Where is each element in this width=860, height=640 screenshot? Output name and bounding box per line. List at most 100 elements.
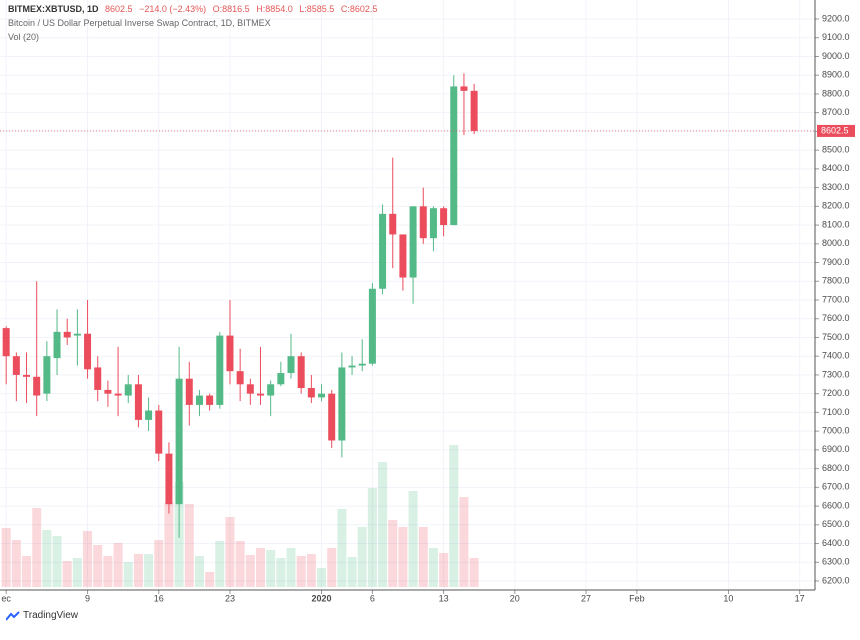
- candle-body: [84, 333, 92, 370]
- y-tick-label: 6400.0: [822, 538, 850, 548]
- change: −214.0 (−2.43%): [139, 4, 207, 14]
- ohlc-close: C:8602.5: [340, 4, 378, 14]
- volume-bar: [154, 540, 164, 587]
- candle-body: [287, 356, 295, 374]
- volume-bar: [337, 509, 347, 587]
- candle-body: [63, 331, 71, 338]
- volume-bar: [83, 531, 93, 587]
- volume-bar: [123, 562, 133, 587]
- volume-bar: [266, 550, 276, 587]
- x-tick-label: ec: [1, 593, 11, 603]
- y-tick-label: 7100.0: [822, 407, 850, 417]
- brand[interactable]: TradingView: [6, 610, 78, 621]
- volume-bar: [286, 548, 296, 587]
- volume-bar: [103, 556, 113, 587]
- y-tick-label: 8200.0: [822, 201, 850, 211]
- y-tick-label: 8300.0: [822, 182, 850, 192]
- candle-body: [165, 453, 173, 505]
- candle-body: [409, 206, 417, 278]
- y-tick-label: 6900.0: [822, 444, 850, 454]
- y-tick-label: 7500.0: [822, 332, 850, 342]
- last-price: 8602.5: [105, 4, 133, 14]
- y-tick-label: 6800.0: [822, 463, 850, 473]
- y-tick-label: 7000.0: [822, 426, 850, 436]
- candle-body: [33, 376, 41, 396]
- volume-bar: [72, 558, 82, 587]
- candle-body: [338, 367, 346, 441]
- volume-label: Vol (20): [8, 32, 40, 42]
- candle-body: [267, 384, 275, 396]
- candle-body: [419, 206, 427, 239]
- volume-bar: [62, 561, 72, 587]
- x-tick-label: 16: [154, 593, 164, 603]
- candle-body: [195, 395, 203, 405]
- y-tick-label: 8800.0: [822, 88, 850, 98]
- x-tick-label: 20: [510, 593, 520, 603]
- y-tick-label: 8900.0: [822, 70, 850, 80]
- y-tick-label: 7900.0: [822, 257, 850, 267]
- candle-body: [226, 335, 234, 372]
- volume-bar: [194, 556, 204, 587]
- candle-body: [114, 393, 122, 396]
- volume-bar: [164, 503, 174, 587]
- y-tick-label: 6600.0: [822, 500, 850, 510]
- x-tick-label: 6: [370, 593, 375, 603]
- volume-bar: [144, 554, 154, 587]
- volume-bar: [317, 568, 327, 587]
- volume-bar: [418, 527, 428, 587]
- volume-bar: [378, 462, 388, 587]
- candle-body: [53, 331, 61, 359]
- volume-bar: [32, 508, 42, 587]
- candle-body: [12, 356, 20, 375]
- volume-bar: [133, 554, 143, 587]
- legend-header: BITMEX:XBTUSD, 1D 8602.5 −214.0 (−2.43%)…: [8, 2, 381, 44]
- volume-bar: [428, 548, 438, 587]
- candle-body: [246, 384, 254, 394]
- ohlc-open: O:8816.5: [212, 4, 250, 14]
- volume-bar: [215, 541, 225, 587]
- y-tick-label: 6200.0: [822, 575, 850, 585]
- volume-bar: [11, 540, 21, 587]
- y-tick-label: 7400.0: [822, 351, 850, 361]
- volume-bar: [469, 558, 479, 587]
- candle-body: [175, 378, 183, 505]
- candle-body: [236, 371, 244, 385]
- volume-bar: [225, 517, 235, 587]
- volume-bar: [327, 548, 337, 587]
- candle-body: [124, 384, 132, 396]
- symbol: BITMEX:XBTUSD, 1D: [8, 4, 99, 14]
- candle-body: [73, 333, 81, 336]
- y-tick-label: 9200.0: [822, 13, 850, 23]
- volume-bar: [276, 558, 286, 587]
- candle-body: [297, 356, 305, 389]
- candle-body: [216, 335, 224, 405]
- candle-body: [368, 288, 376, 364]
- y-tick-label: 7700.0: [822, 294, 850, 304]
- volume-bar: [296, 556, 306, 587]
- candle-body: [358, 363, 366, 366]
- x-tick-label: 23: [225, 593, 235, 603]
- y-tick-label: 8500.0: [822, 145, 850, 155]
- candle-body: [379, 213, 387, 289]
- candle-body: [206, 395, 214, 405]
- volume-bar: [205, 572, 215, 587]
- y-tick-label: 9100.0: [822, 32, 850, 42]
- last-price-box: [817, 124, 855, 137]
- x-tick-label: 2020: [312, 593, 332, 603]
- volume-bar: [255, 548, 265, 587]
- candle-body: [134, 384, 142, 420]
- volume-bar: [1, 528, 11, 587]
- y-tick-label: 7200.0: [822, 388, 850, 398]
- volume-bar: [398, 527, 408, 587]
- volume-bar: [449, 445, 459, 587]
- candle-body: [94, 367, 102, 390]
- candle-body: [318, 393, 326, 398]
- ohlc-low: L:8585.5: [299, 4, 335, 14]
- ohlc-high: H:8854.0: [256, 4, 293, 14]
- x-tick-label: 27: [581, 593, 591, 603]
- x-tick-label: 9: [85, 593, 90, 603]
- y-tick-label: 8000.0: [822, 238, 850, 248]
- volume-bar: [22, 556, 32, 587]
- volume-bar: [347, 557, 357, 587]
